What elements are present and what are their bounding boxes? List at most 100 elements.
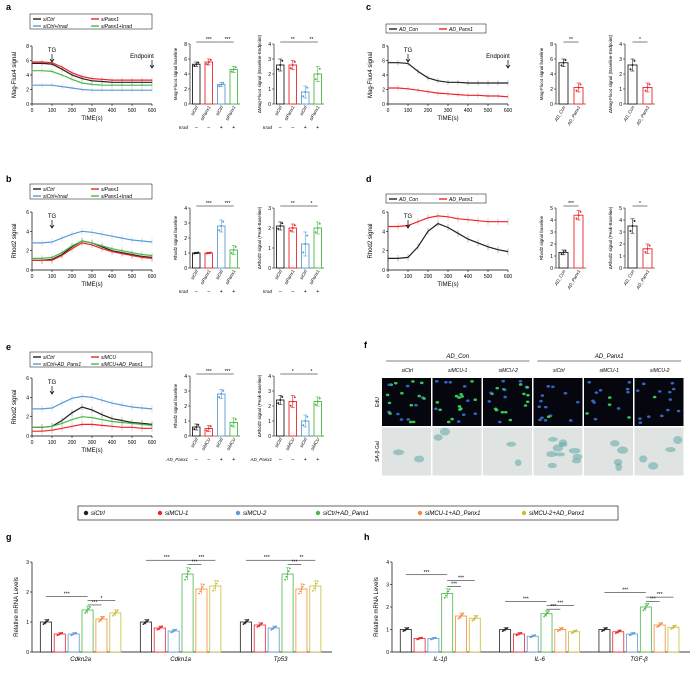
y-tick-label: 2 bbox=[184, 87, 187, 93]
data-point bbox=[560, 253, 563, 256]
x-tick-label: 100 bbox=[48, 440, 57, 446]
data-point bbox=[293, 60, 296, 63]
x-category-label: AD_Con bbox=[553, 269, 567, 288]
bar bbox=[399, 629, 412, 653]
sig-marker: *** bbox=[206, 201, 212, 207]
sig-marker: * bbox=[292, 369, 294, 375]
cell-nucleus bbox=[409, 403, 414, 407]
row-label: SA-β-Gal bbox=[375, 441, 381, 462]
data-point bbox=[314, 78, 317, 81]
y-tick-label: 4 bbox=[382, 73, 385, 79]
legend-entry: siCtrl bbox=[43, 187, 55, 193]
y-tick-label: 2 bbox=[382, 249, 385, 255]
data-point bbox=[648, 83, 651, 86]
series-line bbox=[388, 62, 508, 84]
series-line bbox=[388, 222, 509, 259]
treatment-sign: + bbox=[232, 125, 235, 131]
y-axis-label: Rhod2 signal baseline bbox=[173, 215, 178, 260]
x-tick-label: 600 bbox=[504, 108, 513, 114]
x-tick-label: 300 bbox=[444, 274, 453, 280]
bar bbox=[192, 63, 201, 105]
data-point bbox=[575, 89, 578, 92]
y-axis-label: Mag-Fluo4 signal bbox=[368, 52, 374, 98]
y-tick-label: 2 bbox=[268, 72, 271, 78]
treatment-sign: – bbox=[291, 457, 294, 463]
bar bbox=[598, 629, 611, 653]
cell-nucleus bbox=[417, 394, 421, 398]
x-category-label: siMCU bbox=[201, 436, 212, 451]
sig-marker: ** bbox=[299, 555, 303, 561]
x-category-label: siCtrl bbox=[274, 104, 284, 116]
gene-label: IL-6 bbox=[534, 657, 545, 663]
group-header: AD_Panx1 bbox=[594, 354, 624, 360]
y-axis-label: Relative mRNA Levels bbox=[374, 577, 380, 637]
data-point bbox=[147, 618, 150, 621]
sig-marker: *** bbox=[264, 555, 270, 561]
sig-marker: ** bbox=[310, 37, 314, 43]
treatment-sign: – bbox=[279, 125, 282, 131]
data-point bbox=[205, 252, 208, 255]
bar bbox=[639, 606, 652, 653]
data-point bbox=[242, 623, 245, 626]
legend-entry: siMCU-1+AD_Panx1 bbox=[425, 511, 481, 517]
cell-nucleus bbox=[489, 391, 493, 395]
cell-nucleus bbox=[459, 393, 463, 396]
data-point bbox=[318, 222, 321, 225]
data-point bbox=[286, 573, 289, 575]
y-tick-label: 3 bbox=[386, 583, 389, 589]
data-point bbox=[633, 219, 636, 222]
data-point bbox=[473, 617, 476, 620]
data-point bbox=[289, 404, 292, 407]
data-point bbox=[577, 214, 580, 217]
y-tick-label: 0 bbox=[26, 434, 29, 440]
bar bbox=[276, 225, 285, 269]
x-category-label: siCtrl bbox=[215, 436, 225, 448]
legend-entry: siCtrl+AD_Panx1 bbox=[43, 362, 81, 368]
edu-micrograph bbox=[483, 378, 532, 426]
x-category-label: AD_Panx1 bbox=[566, 105, 582, 127]
series-line bbox=[388, 87, 509, 98]
data-point bbox=[281, 395, 284, 398]
x-category-label: siPanx1 bbox=[283, 105, 296, 122]
data-point bbox=[214, 585, 217, 587]
series-line bbox=[32, 240, 153, 259]
x-tick-label: 500 bbox=[484, 274, 493, 280]
x-category-label: siCtrl bbox=[299, 436, 309, 448]
data-point bbox=[232, 249, 235, 251]
series-siCtrl+Irrad bbox=[31, 82, 153, 93]
data-point bbox=[656, 626, 659, 628]
data-point bbox=[258, 624, 261, 626]
cell-nucleus bbox=[540, 416, 544, 420]
y-tick-label: 4 bbox=[184, 72, 187, 78]
cell-nucleus bbox=[466, 399, 470, 402]
cell-nucleus bbox=[422, 397, 426, 400]
data-point bbox=[247, 618, 250, 621]
tg-arrow bbox=[405, 220, 411, 229]
endpoint-annotation: Endpoint bbox=[130, 54, 154, 60]
senescent-cell bbox=[439, 427, 451, 436]
bar bbox=[468, 617, 481, 653]
sig-marker: *** bbox=[557, 600, 563, 606]
x-category-label: siPanx1 bbox=[308, 105, 321, 122]
data-point bbox=[316, 227, 319, 229]
data-point bbox=[562, 251, 565, 254]
senescent-cell bbox=[665, 447, 676, 453]
panel-label: b bbox=[6, 174, 12, 184]
x-category-label: siPanx1 bbox=[308, 269, 321, 286]
cell-nucleus bbox=[518, 383, 523, 386]
column-header: siMCU-1 bbox=[448, 368, 468, 374]
data-point bbox=[277, 402, 280, 405]
data-point bbox=[298, 592, 300, 595]
panel-label: g bbox=[6, 532, 12, 542]
x-tick-label: 300 bbox=[444, 108, 453, 114]
y-axis-label: Mag-Fluo4 signal baseline bbox=[539, 47, 544, 100]
edu-micrograph bbox=[432, 378, 482, 426]
cell-nucleus bbox=[503, 410, 508, 414]
y-tick-label: 6 bbox=[26, 59, 29, 65]
cell-nucleus bbox=[568, 419, 573, 422]
cell-nucleus bbox=[495, 386, 500, 390]
data-point bbox=[187, 570, 190, 573]
data-point bbox=[579, 83, 582, 86]
x-tick-label: 0 bbox=[387, 274, 390, 280]
